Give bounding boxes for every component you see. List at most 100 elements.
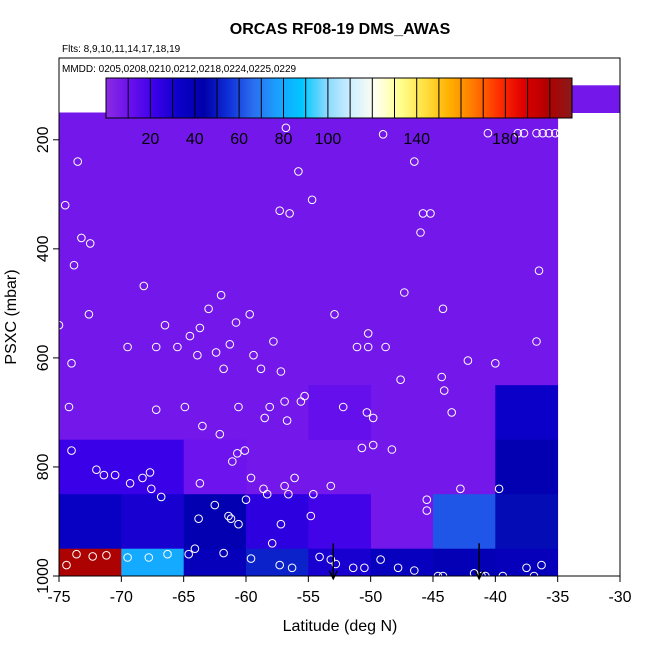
data-point bbox=[284, 489, 293, 499]
chart-subtitle-dates: MMDD: 0205,0208,0210,0212,0218,0224,0225… bbox=[62, 64, 297, 75]
data-point bbox=[241, 495, 251, 505]
heatmap-cell bbox=[121, 494, 184, 550]
data-point bbox=[163, 549, 172, 559]
data-point bbox=[437, 372, 447, 382]
chart-subtitle-flights: Flts: 8,9,10,11,14,17,18,19 bbox=[62, 44, 181, 55]
colorbar-tick-label: 140 bbox=[403, 131, 430, 148]
data-point bbox=[72, 549, 81, 559]
data-point bbox=[368, 413, 378, 423]
data-point bbox=[330, 310, 339, 319]
data-point bbox=[326, 481, 336, 491]
arrow-head bbox=[328, 570, 338, 581]
colorbar-frame bbox=[105, 77, 573, 119]
data-point bbox=[125, 479, 135, 488]
data-point bbox=[69, 260, 79, 270]
data-point bbox=[123, 342, 132, 352]
data-point bbox=[184, 549, 193, 559]
y-tick-label: 400 bbox=[35, 235, 52, 262]
data-point bbox=[294, 167, 303, 176]
data-point bbox=[532, 128, 541, 138]
data-point bbox=[204, 304, 213, 314]
data-point bbox=[67, 446, 76, 455]
data-point bbox=[275, 206, 285, 215]
data-point bbox=[537, 560, 546, 570]
x-tick-label: -60 bbox=[234, 589, 257, 606]
data-point bbox=[282, 416, 292, 425]
data-point bbox=[156, 492, 166, 502]
data-point bbox=[225, 340, 235, 349]
data-point bbox=[145, 468, 155, 477]
data-point bbox=[62, 560, 71, 570]
data-point bbox=[246, 554, 256, 563]
data-point bbox=[494, 484, 504, 494]
x-tick-label: -75 bbox=[47, 589, 70, 606]
data-point bbox=[555, 128, 565, 138]
x-axis: -75 -70 -65 -60 -55 -50 -45 -40 -35 -30 bbox=[47, 576, 632, 606]
data-point bbox=[296, 397, 306, 406]
data-point bbox=[352, 342, 362, 352]
colorbar-ticks: 20 40 60 80 100 140 180 bbox=[127, 78, 551, 148]
data-point bbox=[602, 128, 611, 138]
data-point bbox=[565, 128, 575, 138]
data-point bbox=[275, 560, 285, 570]
data-point bbox=[256, 364, 266, 374]
heatmap-cell bbox=[246, 494, 309, 550]
data-point bbox=[234, 402, 243, 412]
data-point bbox=[194, 514, 203, 524]
data-point bbox=[400, 288, 409, 297]
data-point bbox=[422, 495, 432, 505]
data-point bbox=[60, 200, 70, 210]
data-point bbox=[240, 446, 250, 455]
y-tick-label: 800 bbox=[35, 453, 52, 480]
y-axis: 200 400 600 800 1000 bbox=[35, 126, 59, 594]
data-point bbox=[193, 350, 202, 360]
data-point bbox=[438, 571, 448, 576]
data-point bbox=[281, 123, 291, 133]
data-point bbox=[147, 484, 156, 494]
data-point bbox=[393, 563, 403, 573]
data-point bbox=[215, 429, 225, 439]
colorbar-fill bbox=[106, 78, 572, 118]
data-point bbox=[376, 555, 385, 564]
heatmap-cell bbox=[183, 548, 247, 576]
data-point bbox=[233, 449, 242, 458]
colorbar-tick-label: 20 bbox=[142, 131, 160, 148]
colorbar-tick-label: 40 bbox=[186, 131, 204, 148]
data-point bbox=[151, 342, 161, 352]
heatmap-cells bbox=[59, 85, 620, 576]
data-point bbox=[544, 128, 554, 138]
data-point bbox=[306, 511, 316, 521]
data-point bbox=[529, 571, 539, 576]
data-point bbox=[234, 519, 243, 529]
heatmap-cell bbox=[183, 494, 247, 550]
heatmap-cell bbox=[121, 548, 184, 576]
data-point bbox=[396, 375, 405, 385]
data-point bbox=[326, 555, 336, 564]
heatmap-cell bbox=[370, 548, 434, 576]
x-tick-label: -65 bbox=[172, 589, 195, 606]
data-point bbox=[216, 290, 226, 300]
data-point bbox=[381, 342, 390, 352]
data-point bbox=[210, 500, 220, 510]
x-tick-label: -70 bbox=[110, 589, 133, 606]
data-point bbox=[315, 552, 324, 562]
chart-title: ORCAS RF08-19 DMS_AWAS bbox=[230, 21, 451, 38]
x-axis-label: Latitude (deg N) bbox=[283, 618, 398, 635]
y-tick-label: 1000 bbox=[35, 558, 52, 594]
data-point bbox=[245, 310, 254, 319]
data-point bbox=[246, 473, 256, 483]
data-point bbox=[348, 563, 358, 573]
data-point bbox=[481, 571, 490, 576]
data-point bbox=[368, 440, 378, 450]
heatmap-cell bbox=[433, 548, 496, 576]
data-point bbox=[422, 506, 432, 515]
data-point bbox=[360, 563, 369, 573]
data-arrows bbox=[328, 543, 484, 581]
data-point bbox=[260, 413, 270, 423]
x-tick-label: -40 bbox=[484, 589, 507, 606]
data-point bbox=[211, 348, 221, 357]
data-point bbox=[173, 342, 182, 352]
data-point bbox=[331, 559, 341, 569]
data-point bbox=[456, 484, 465, 494]
